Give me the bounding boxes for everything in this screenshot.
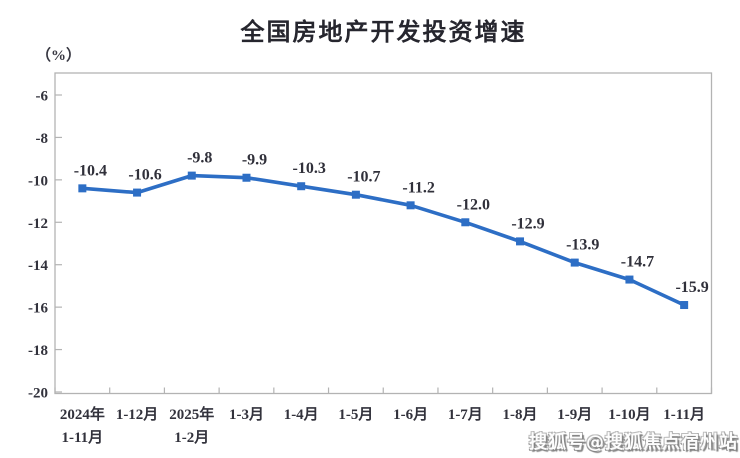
x-tick-label: 1-7月 xyxy=(448,406,483,423)
data-label: -10.7 xyxy=(347,169,380,186)
data-label: -14.7 xyxy=(621,254,654,271)
data-point-marker xyxy=(461,218,470,227)
watermark: 搜狐号@搜狐焦点宿州站 xyxy=(529,432,738,453)
data-point-marker xyxy=(351,190,360,199)
y-tick-label: -18 xyxy=(28,343,48,359)
x-tick-label: 1-4月 xyxy=(284,406,319,423)
x-tick-label: 1-6月 xyxy=(393,406,428,423)
y-tick-label: -12 xyxy=(28,216,48,232)
data-label: -11.2 xyxy=(402,179,434,196)
data-point-marker xyxy=(406,201,415,210)
x-tick-label: 2025年 1-2月 xyxy=(169,405,214,446)
x-tick-label: 2024年 1-11月 xyxy=(60,405,105,446)
data-point-marker xyxy=(680,301,689,310)
x-tick-label: 1-10月 xyxy=(608,406,651,423)
data-point-marker xyxy=(187,171,196,180)
y-tick-label: -8 xyxy=(36,131,49,147)
data-point-marker xyxy=(242,173,251,182)
x-tick-label: 1-8月 xyxy=(503,406,538,423)
x-tick-label: 1-11月 xyxy=(663,406,705,423)
x-tick-label: 1-9月 xyxy=(557,406,592,423)
y-tick-label: -10 xyxy=(28,173,48,189)
data-point-marker xyxy=(625,275,634,284)
data-label: -12.0 xyxy=(457,196,490,213)
data-point-marker xyxy=(516,237,525,246)
x-tick-label: 1-5月 xyxy=(338,406,373,423)
data-label: -15.9 xyxy=(675,279,708,296)
y-tick-label: -14 xyxy=(28,258,48,274)
x-tick-label: 1-3月 xyxy=(229,406,264,423)
plot-border xyxy=(54,72,713,395)
data-label: -10.6 xyxy=(128,167,161,184)
data-point-marker xyxy=(78,184,87,193)
y-tick-label: -16 xyxy=(28,301,48,317)
data-label: -13.9 xyxy=(566,237,599,254)
data-label: -12.9 xyxy=(511,215,544,232)
x-tick-label: 1-12月 xyxy=(116,406,159,423)
data-point-marker xyxy=(570,258,579,267)
data-label: -9.9 xyxy=(242,152,267,169)
data-point-marker xyxy=(297,182,306,191)
chart-title: 全国房地产开发投资增速 xyxy=(240,18,527,46)
data-point-marker xyxy=(133,188,142,197)
y-axis-unit-label: （%） xyxy=(36,48,82,64)
y-tick-label: -20 xyxy=(28,385,48,401)
series-line xyxy=(80,173,686,307)
data-label: -10.3 xyxy=(293,160,326,177)
data-label: -10.4 xyxy=(74,162,107,179)
y-tick-label: -6 xyxy=(36,89,49,105)
data-label: -9.8 xyxy=(187,150,212,167)
